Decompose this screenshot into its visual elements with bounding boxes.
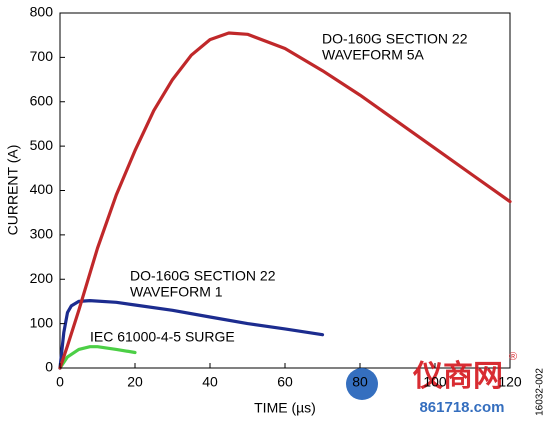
- y-tick-label: 0: [45, 359, 53, 375]
- annotation: WAVEFORM 1: [130, 284, 223, 300]
- watermark: 仪商网 ® 861718.com: [346, 351, 517, 416]
- figure-id: 16032-002: [535, 368, 546, 416]
- watermark-name: 仪商网: [412, 360, 503, 393]
- annotation: WAVEFORM 5A: [322, 47, 425, 63]
- watermark-site: 861718.com: [419, 399, 504, 416]
- x-tick-label: 20: [127, 374, 143, 390]
- y-tick-label: 200: [30, 270, 54, 286]
- x-tick-label: 60: [277, 374, 293, 390]
- line-series: [58, 299, 325, 370]
- watermark-logo: [346, 368, 378, 400]
- annotation: DO-160G SECTION 22: [130, 268, 276, 284]
- x-tick-label: 40: [202, 374, 218, 390]
- y-tick-label: 700: [30, 48, 54, 64]
- line-series: [58, 345, 137, 370]
- x-tick-label: 80: [352, 374, 368, 390]
- watermark-mark: ®: [509, 351, 517, 363]
- y-axis-title: CURRENT (A): [5, 145, 21, 236]
- annotation: DO-160G SECTION 22: [322, 31, 468, 47]
- y-tick-label: 300: [30, 226, 54, 242]
- x-tick-label: 0: [56, 374, 64, 390]
- x-tick-label: 100: [423, 374, 447, 390]
- y-tick-label: 600: [30, 92, 54, 108]
- x-axis-title: TIME (µs): [254, 400, 316, 416]
- y-tick-label: 400: [30, 181, 54, 197]
- annotation: IEC 61000-4-5 SURGE: [90, 329, 235, 345]
- line-series: [58, 31, 512, 370]
- x-tick-label: 120: [498, 374, 522, 390]
- y-tick-label: 100: [30, 314, 54, 330]
- y-tick-label: 800: [30, 4, 54, 20]
- plot-frame: [59, 12, 511, 369]
- y-tick-label: 500: [30, 137, 54, 153]
